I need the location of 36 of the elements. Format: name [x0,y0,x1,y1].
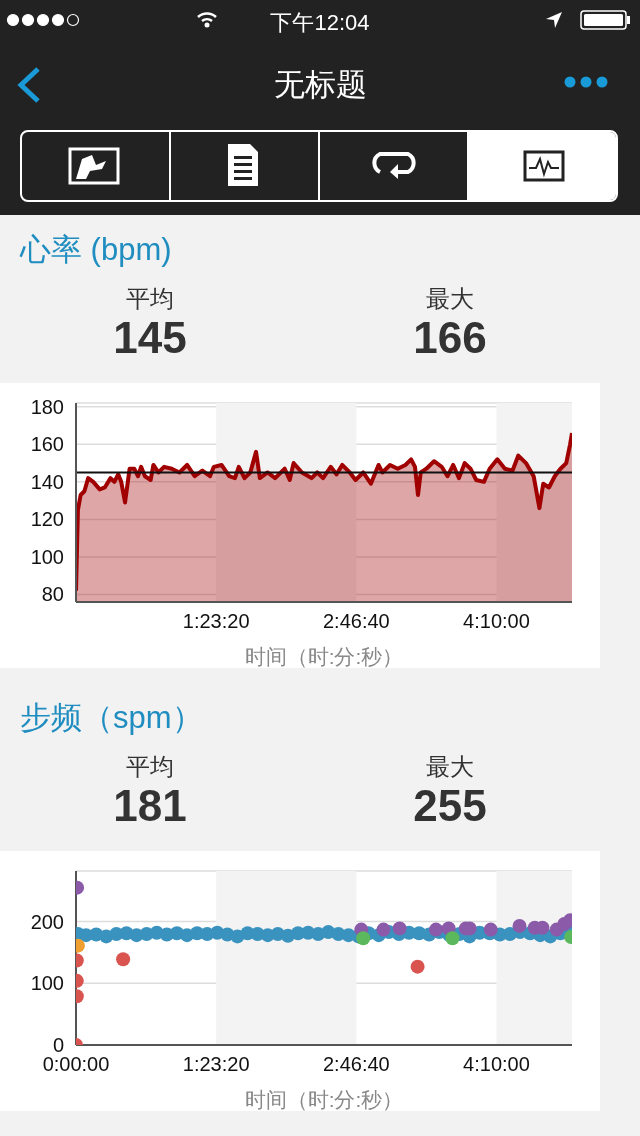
point [392,921,407,936]
y-tick-label: 100 [30,972,64,995]
point [512,918,527,933]
y-tick-label: 180 [30,395,64,418]
text: 下午12:04 [269,9,371,37]
text: 最大 [426,753,474,780]
text: 最大 [426,285,474,312]
point [483,922,498,937]
x-tick-label: 4:10:00 [463,610,530,633]
text: 无标题 [272,66,368,104]
point [376,922,391,937]
x-tick-label: 1:23:20 [182,610,250,633]
text: 平均 [126,753,174,780]
text: 166 [412,313,488,362]
point [356,931,371,946]
y-tick-label: 120 [30,508,64,531]
text: 255 [412,781,488,830]
point [428,922,443,937]
y-tick-label: 0 [52,1034,64,1056]
x-tick-label: 0:00:00 [42,1053,110,1076]
x-axis-title: 时间（时:分:秒） [244,645,404,668]
y-tick-label: 80 [41,583,64,606]
y-tick-label: 200 [30,910,64,933]
text: 181 [112,781,188,830]
x-axis-title: 时间（时:分:秒） [244,1088,404,1111]
y-tick-label: 100 [30,545,64,568]
text: 平均 [126,285,174,312]
y-tick-label: 140 [30,470,64,493]
y-tick-label: 160 [30,433,64,456]
x-tick-label: 1:23:20 [182,1053,250,1076]
text: 145 [112,313,188,362]
x-tick-label: 4:10:00 [463,1053,530,1076]
x-tick-label: 2:46:40 [322,1053,390,1076]
chart-title: 步频（spm） [20,699,203,737]
chart-title: 心率 (bpm) [20,231,172,269]
x-tick-label: 2:46:40 [322,610,390,633]
